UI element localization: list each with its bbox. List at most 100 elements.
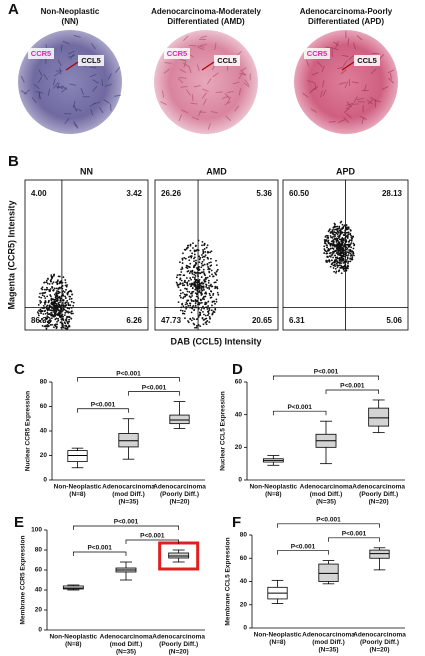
event-dot [183,257,186,259]
tissue-texture [335,41,339,48]
event-dot [191,292,193,295]
event-dot [352,247,355,250]
tissue-texture [352,42,356,50]
y-tick-label: 100 [31,527,42,534]
event-dot [200,288,203,291]
event-dot [334,254,336,257]
event-dot [212,294,214,296]
event-dot [185,277,188,279]
event-dot [37,312,40,315]
event-dot [328,255,331,258]
event-dot [62,318,64,321]
event-dot [341,256,343,259]
p-value: P<0.001 [87,545,112,552]
event-dot [37,304,40,306]
event-dot [337,235,339,238]
tissue-texture [180,85,188,88]
event-dot [350,239,353,241]
event-dot [196,318,199,320]
event-dot [193,256,196,259]
event-dot [336,225,339,228]
event-dot [326,261,328,264]
event-dot [188,259,191,262]
event-dot [202,268,205,271]
event-dot [189,285,192,288]
event-dot [201,244,203,247]
event-dot [214,281,217,284]
event-dot [53,287,56,290]
tissue-texture [110,104,112,112]
event-dot [189,270,192,273]
x-tick-label: Non-Neoplastic [49,634,97,641]
event-dot [65,301,68,304]
event-dot [343,270,346,272]
event-dot [206,314,209,317]
event-dot [60,286,63,288]
event-dot [208,307,211,310]
event-dot [61,285,64,287]
event-dot [187,279,190,282]
event-dot [207,312,210,315]
event-dot [208,292,211,295]
event-dot [49,294,52,296]
significance-bracket [77,408,129,413]
tissue-texture [226,90,234,94]
tissue-texture [314,82,317,90]
event-dot [42,304,45,307]
event-dot [57,319,60,322]
tissue-texture [210,111,219,114]
event-dot [353,244,356,247]
event-dot [334,235,336,238]
event-dot [70,317,73,320]
event-dot [45,316,47,319]
event-dot [47,277,49,280]
event-dot [57,317,60,320]
event-dot [347,260,350,263]
event-dot [212,275,214,278]
y-tick-label: 60 [235,379,243,386]
event-dot [330,263,333,266]
event-dot [65,319,68,321]
event-dot [331,229,334,231]
event-dot [338,269,341,272]
tissue-texture [345,112,352,119]
event-dot [342,258,345,261]
significance-bracket [125,539,180,544]
tissue-texture [164,62,172,64]
y-axis-label: Nuclear CCL5 Expression [220,391,227,471]
tissue-texture [160,101,167,106]
box [169,414,190,425]
event-dot [55,287,58,290]
event-dot [189,277,192,279]
event-dot [58,291,61,294]
panel-label: E [14,514,24,531]
event-dot [332,256,334,259]
event-dot [182,305,185,308]
event-dot [326,246,328,249]
event-dot [200,282,203,285]
event-dot [62,276,65,279]
event-dot [209,294,212,297]
tissue-texture [322,89,327,97]
event-dot [344,252,347,255]
ccl5-label: CCL5 [81,56,101,65]
event-dot [59,299,62,302]
tissue-texture [224,101,232,106]
event-dot [199,256,202,259]
quadrant-value: 20.65 [252,316,273,325]
event-dot [188,291,191,293]
event-dot [62,302,64,304]
event-dot [182,291,184,294]
event-dot [193,300,195,303]
event-dot [57,288,60,290]
event-dot [203,307,205,310]
tissue-texture [114,94,122,97]
event-dot [204,276,207,279]
significance-bracket [128,391,180,396]
event-dot [68,311,71,314]
event-dot [63,291,66,293]
event-dot [210,261,212,264]
event-dot [43,281,46,284]
y-axis-label: Membrane CCL5 Expression [225,537,232,625]
event-dot [345,224,348,226]
